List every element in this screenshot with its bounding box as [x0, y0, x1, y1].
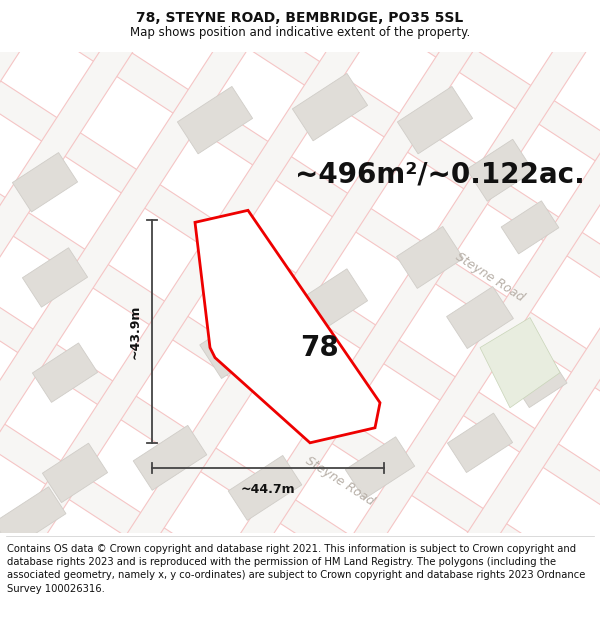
- Polygon shape: [0, 0, 400, 625]
- Polygon shape: [121, 0, 600, 625]
- Polygon shape: [195, 211, 380, 442]
- Polygon shape: [0, 0, 559, 625]
- Polygon shape: [480, 318, 560, 408]
- Polygon shape: [200, 0, 600, 625]
- Polygon shape: [43, 443, 107, 503]
- Polygon shape: [397, 86, 473, 154]
- Polygon shape: [200, 307, 280, 379]
- Polygon shape: [397, 226, 463, 288]
- Text: Steyne Road: Steyne Road: [453, 251, 527, 304]
- Text: ~496m²/~0.122ac.: ~496m²/~0.122ac.: [295, 160, 585, 188]
- Polygon shape: [0, 0, 600, 392]
- Polygon shape: [0, 352, 552, 625]
- Polygon shape: [178, 86, 253, 154]
- Polygon shape: [13, 152, 77, 212]
- Text: 78: 78: [301, 334, 340, 362]
- Polygon shape: [0, 0, 320, 597]
- Polygon shape: [0, 0, 600, 552]
- Polygon shape: [501, 201, 559, 254]
- Polygon shape: [467, 139, 533, 201]
- Polygon shape: [0, 0, 240, 545]
- Polygon shape: [41, 0, 600, 625]
- Polygon shape: [448, 413, 512, 472]
- Polygon shape: [292, 269, 368, 336]
- Polygon shape: [0, 0, 600, 472]
- Polygon shape: [0, 113, 600, 625]
- Polygon shape: [0, 192, 600, 625]
- Polygon shape: [0, 272, 600, 625]
- Polygon shape: [133, 426, 207, 490]
- Polygon shape: [0, 33, 600, 625]
- Polygon shape: [0, 0, 479, 625]
- Text: 78, STEYNE ROAD, BEMBRIDGE, PO35 5SL: 78, STEYNE ROAD, BEMBRIDGE, PO35 5SL: [136, 11, 464, 26]
- Text: ~43.9m: ~43.9m: [129, 304, 142, 359]
- Polygon shape: [292, 73, 368, 141]
- Text: Map shows position and indicative extent of the property.: Map shows position and indicative extent…: [130, 26, 470, 39]
- Text: ~44.7m: ~44.7m: [241, 483, 295, 496]
- Polygon shape: [446, 287, 514, 349]
- Polygon shape: [228, 456, 302, 521]
- Text: Oakside Gardens: Oakside Gardens: [204, 271, 290, 331]
- Polygon shape: [0, 487, 66, 549]
- Polygon shape: [32, 343, 98, 402]
- Text: Contains OS data © Crown copyright and database right 2021. This information is : Contains OS data © Crown copyright and d…: [7, 544, 586, 594]
- Polygon shape: [346, 437, 415, 499]
- Text: Steyne Road: Steyne Road: [303, 454, 377, 508]
- Polygon shape: [513, 357, 567, 408]
- Polygon shape: [22, 248, 88, 307]
